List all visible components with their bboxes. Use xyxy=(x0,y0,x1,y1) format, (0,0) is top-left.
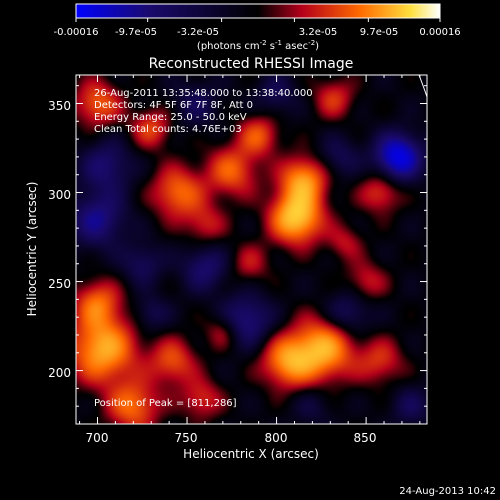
y-axis-label: Heliocentric Y (arcsec) xyxy=(25,182,39,317)
heatmap-raster xyxy=(76,75,427,424)
colorbar-tick-label: 0.00016 xyxy=(419,27,460,38)
x-tick-label: 750 xyxy=(175,431,198,445)
observation-info: 26-Aug-2011 13:35:48.000 to 13:38:40.000… xyxy=(94,88,313,135)
x-axis-ticks xyxy=(79,75,421,424)
colorbar-ticks xyxy=(75,18,441,22)
chart-title: Reconstructed RHESSI Image xyxy=(149,56,354,72)
x-axis-label: Heliocentric X (arcsec) xyxy=(183,447,319,461)
colorbar-tick-label: 9.7e-05 xyxy=(360,27,398,38)
colorbar-tick-label: -3.2e-05 xyxy=(177,27,219,38)
y-tick-label: 200 xyxy=(48,366,71,380)
peak-position-label: Position of Peak = [811,286] xyxy=(94,398,237,409)
heatmap-image xyxy=(76,75,427,424)
colorbar-ramp xyxy=(75,3,441,19)
colorbar: -0.00016 -9.7e-05 -3.2e-05 3.2e-05 9.7e-… xyxy=(54,3,461,52)
y-axis-ticks xyxy=(76,85,427,425)
colorbar-tick-label: -0.00016 xyxy=(54,27,99,38)
y-tick-label: 250 xyxy=(48,277,71,291)
info-energy-range: Energy Range: 25.0 - 50.0 keV xyxy=(94,112,247,123)
info-time-range: 26-Aug-2011 13:35:48.000 to 13:38:40.000 xyxy=(94,88,313,99)
plot-frame xyxy=(75,74,428,425)
render-timestamp: 24-Aug-2013 10:42 xyxy=(399,486,496,497)
x-tick-label: 850 xyxy=(354,431,377,445)
colorbar-tick-label: -9.7e-05 xyxy=(115,27,157,38)
y-tick-label: 350 xyxy=(48,99,71,113)
colorbar-tick-label: 3.2e-05 xyxy=(299,27,337,38)
x-tick-label: 800 xyxy=(265,431,288,445)
info-clean-counts: Clean Total counts: 4.76E+03 xyxy=(94,124,242,135)
colorbar-unit-label: (photons cm-2 s-1 asec-2) xyxy=(197,39,319,52)
x-tick-label: 700 xyxy=(86,431,109,445)
y-tick-label: 300 xyxy=(48,188,71,202)
info-detectors: Detectors: 4F 5F 6F 7F 8F, Att 0 xyxy=(94,100,253,111)
